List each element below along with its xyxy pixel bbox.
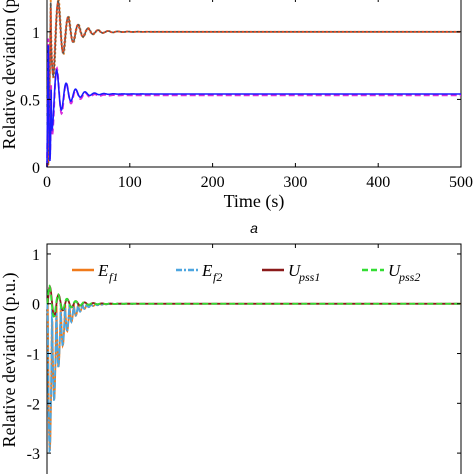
y-tick-label: -2	[27, 396, 40, 413]
y-tick-label: -1	[27, 347, 40, 364]
y-tick-label: -3	[27, 446, 40, 463]
y-tick-label: 0.5	[20, 92, 40, 109]
series-line-top	[47, 1, 461, 166]
x-tick-label: 0	[43, 174, 51, 191]
x-axis-label-top: Time (s)	[224, 191, 285, 212]
x-tick-label: 100	[118, 174, 142, 191]
legend-label-sub: pss2	[398, 270, 420, 284]
plot-area-bottom	[46, 243, 462, 474]
legend-label-sub: f1	[109, 270, 118, 284]
y-tick-label: 1	[32, 247, 40, 264]
chart-top: 0 100 200 300 400 500 0 0.5 1 Time (s) Relative …	[0, 0, 473, 236]
legend-label: U	[288, 261, 302, 280]
ticks-bottom: 1 0 -1 -2 -3	[27, 244, 462, 463]
legend-label: E	[97, 261, 109, 280]
legend-label: U	[388, 261, 402, 280]
legend-label: E	[201, 261, 213, 280]
ticks-top: 0 100 200 300 400 500 0 0.5 1	[20, 0, 473, 191]
series-line-top	[46, 38, 461, 168]
y-tick-label: 1	[32, 25, 40, 42]
series-group-bottom	[46, 284, 461, 454]
plot-area-top	[46, 0, 462, 168]
y-axis-label-bottom: Relative deviation (p.u.)	[0, 273, 20, 448]
x-tick-label: 500	[449, 174, 473, 191]
legend-label-sub: f2	[213, 270, 222, 284]
caption-a: a	[250, 220, 258, 236]
series-line-top	[46, 45, 461, 168]
series-group-top	[46, 0, 461, 168]
y-tick-label: 0	[32, 160, 40, 177]
x-tick-label: 300	[283, 174, 307, 191]
x-tick-label: 200	[201, 174, 225, 191]
legend-label-sub: pss1	[298, 270, 320, 284]
series-line-bottom	[46, 284, 461, 318]
x-tick-label: 400	[366, 174, 390, 191]
y-axis-label-top: Relative deviation (p.u.)	[0, 0, 20, 149]
y-tick-label: 0	[32, 297, 40, 314]
